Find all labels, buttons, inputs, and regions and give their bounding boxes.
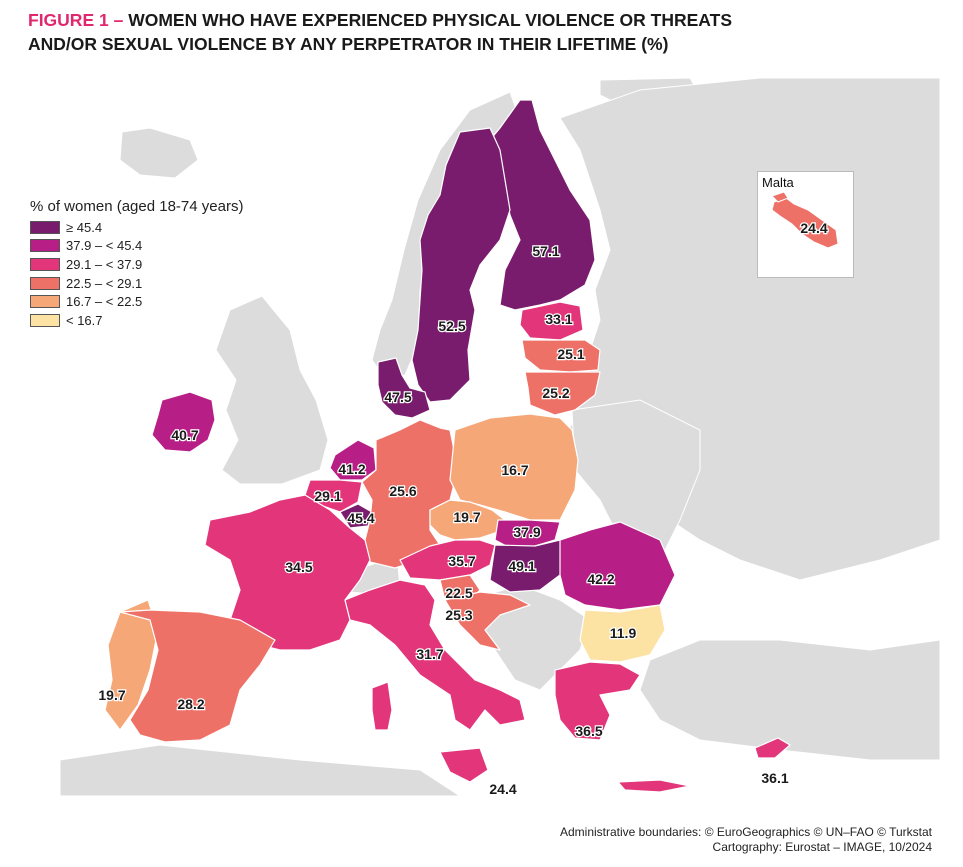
value-es: 28.2 xyxy=(177,696,204,712)
value-lt: 25.2 xyxy=(542,385,569,401)
country-cy xyxy=(754,737,791,759)
country-lt xyxy=(524,371,601,416)
north-africa-land xyxy=(59,744,461,796)
value-pl: 16.7 xyxy=(501,462,528,478)
value-si: 22.5 xyxy=(445,585,472,601)
turkey-land xyxy=(639,639,940,761)
value-pt: 19.7 xyxy=(98,687,125,703)
country-ee xyxy=(519,301,584,341)
country-lv xyxy=(521,339,601,373)
country-it-sardinia xyxy=(371,681,393,731)
value-be: 29.1 xyxy=(314,488,341,504)
value-dk: 47.5 xyxy=(384,389,411,405)
value-mt: 24.4 xyxy=(800,220,827,236)
legend-item: ≥ 45.4 xyxy=(30,218,243,237)
value-ro: 42.2 xyxy=(587,571,614,587)
inset-title: Malta xyxy=(762,175,794,190)
legend-swatch xyxy=(30,295,60,309)
value-fr: 34.5 xyxy=(285,559,312,575)
country-de xyxy=(361,419,456,569)
country-hr xyxy=(444,591,531,651)
map-credits: Administrative boundaries: © EuroGeograp… xyxy=(560,825,932,855)
country-es xyxy=(119,609,276,743)
value-hr: 25.3 xyxy=(445,607,472,623)
legend-title: % of women (aged 18-74 years) xyxy=(30,198,244,215)
legend-swatch xyxy=(30,257,60,271)
legend-label: 16.7 – < 22.5 xyxy=(66,294,143,310)
legend-item: 37.9 – < 45.4 xyxy=(30,237,243,256)
value-at: 35.7 xyxy=(448,553,475,569)
value-hu: 49.1 xyxy=(508,558,535,574)
value-sk: 37.9 xyxy=(513,524,540,540)
country-el xyxy=(554,661,641,741)
legend-item: < 16.7 xyxy=(30,311,243,330)
legend-label: ≥ 45.4 xyxy=(66,219,103,235)
malta-inset: Malta 24.4 xyxy=(757,171,854,278)
country-nl xyxy=(329,439,377,481)
malta-inset-map: 24.4 xyxy=(771,191,839,249)
value-cz: 19.7 xyxy=(453,509,480,525)
value-sicily: 24.4 xyxy=(489,781,516,796)
country-mt xyxy=(771,197,839,249)
legend-swatch xyxy=(30,220,60,234)
legend-swatch xyxy=(30,313,60,327)
legend-label: 29.1 – < 37.9 xyxy=(66,256,143,272)
value-bg: 11.9 xyxy=(610,625,637,641)
country-it-sicily xyxy=(439,747,489,783)
value-nl: 41.2 xyxy=(338,461,365,477)
value-el: 36.5 xyxy=(575,723,602,739)
value-fi: 57.1 xyxy=(532,243,559,259)
country-at xyxy=(399,539,496,581)
figure-title-line1: WOMEN WHO HAVE EXPERIENCED PHYSICAL VIOL… xyxy=(128,10,732,30)
legend-item: 16.7 – < 22.5 xyxy=(30,292,243,311)
country-dk xyxy=(377,357,431,419)
legend-item: 22.5 – < 29.1 xyxy=(30,274,243,293)
country-it xyxy=(344,579,526,731)
country-el-crete xyxy=(617,779,691,793)
value-ie: 40.7 xyxy=(171,427,198,443)
value-it: 31.7 xyxy=(416,646,443,662)
country-ie xyxy=(151,391,216,453)
figure-title-line2: AND/OR SEXUAL VIOLENCE BY ANY PERPETRATO… xyxy=(28,34,669,54)
value-de: 25.6 xyxy=(389,483,416,499)
choropleth-map: 57.1 52.5 33.1 25.1 25.2 47.5 40.7 41.2 … xyxy=(38,78,940,796)
credits-cartography: Cartography: Eurostat – IMAGE, 10/2024 xyxy=(712,840,932,854)
map-legend: % of women (aged 18-74 years) ≥ 45.4 37.… xyxy=(30,198,243,330)
legend-label: < 16.7 xyxy=(66,312,103,328)
uk-land xyxy=(215,295,329,485)
iceland-land xyxy=(119,127,199,179)
value-cy: 36.1 xyxy=(761,770,788,786)
value-ee: 33.1 xyxy=(545,311,572,327)
legend-swatch xyxy=(30,276,60,290)
country-mt-gozo xyxy=(771,191,789,203)
credits-boundaries: Administrative boundaries: © EuroGeograp… xyxy=(559,825,932,839)
country-bg xyxy=(579,604,666,663)
legend-label: 22.5 – < 29.1 xyxy=(66,275,143,291)
value-se: 52.5 xyxy=(438,318,465,334)
country-se xyxy=(411,127,511,403)
legend-item: 29.1 – < 37.9 xyxy=(30,255,243,274)
legend-label: 37.9 – < 45.4 xyxy=(66,238,143,254)
figure-number: FIGURE 1 – xyxy=(28,10,124,30)
figure-title: FIGURE 1 – WOMEN WHO HAVE EXPERIENCED PH… xyxy=(28,8,748,56)
value-lu: 45.4 xyxy=(347,510,374,526)
value-lv: 25.1 xyxy=(557,346,584,362)
legend-swatch xyxy=(30,239,60,253)
